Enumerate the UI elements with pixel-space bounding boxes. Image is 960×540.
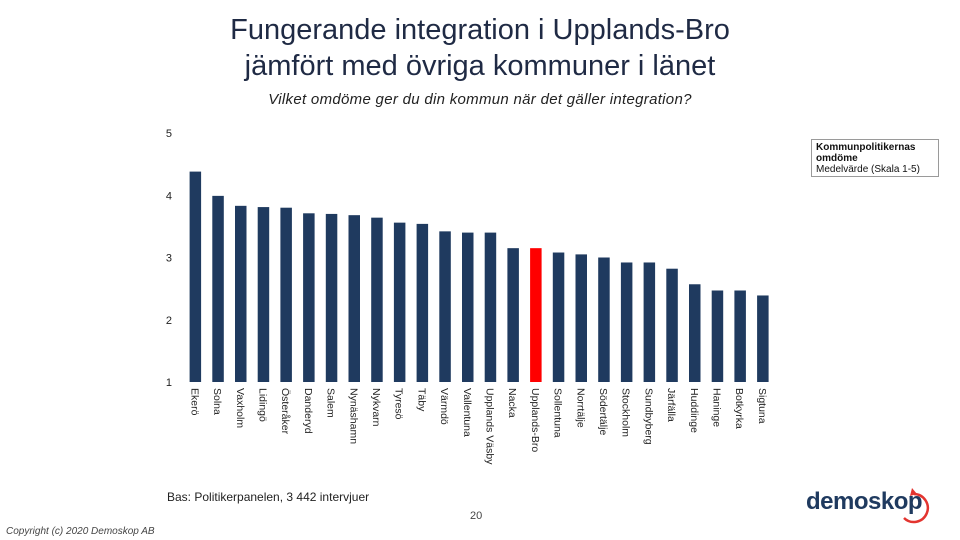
category-label: Värmdö	[438, 388, 450, 425]
category-label: Nynäshamn	[347, 388, 359, 444]
demoskop-logo: demoskop	[806, 488, 923, 516]
bar	[348, 215, 360, 382]
category-label: Upplands Väsby	[483, 388, 495, 465]
base-note: Bas: Politikerpanelen, 3 442 intervjuer	[167, 490, 370, 504]
bar	[734, 290, 746, 382]
category-label: Österåker	[279, 388, 291, 435]
bar	[575, 254, 587, 382]
logo-text: demoskop	[806, 488, 923, 515]
y-tick-label: 1	[166, 377, 172, 389]
category-label: Vaxholm	[234, 388, 246, 428]
category-label: Stockholm	[620, 388, 632, 437]
logo-arc-icon	[903, 488, 930, 524]
category-label: Lidingö	[256, 388, 268, 422]
category-label: Huddinge	[688, 388, 700, 433]
category-label: Sigtuna	[756, 388, 768, 424]
bar	[280, 207, 292, 382]
chart-question: Vilket omdöme ger du din kommun när det …	[268, 91, 692, 108]
bar	[303, 213, 315, 382]
legend-title: Kommunpolitikernas omdöme	[816, 142, 916, 164]
bar	[235, 205, 247, 382]
bar	[552, 252, 565, 382]
category-label: Botkyrka	[733, 388, 745, 429]
category-label: Sollentuna	[552, 388, 564, 438]
category-label: Danderyd	[302, 388, 314, 434]
page-number: 20	[470, 510, 483, 522]
bar	[620, 262, 633, 382]
copyright-text: Copyright (c) 2020 Demoskop AB	[6, 526, 155, 537]
category-label: Sundbyberg	[642, 388, 654, 445]
title-line-2: jämfört med övriga kommuner i länet	[244, 50, 716, 82]
bar	[393, 222, 406, 382]
bar	[666, 268, 678, 382]
category-label: Järfälla	[665, 388, 677, 422]
bar	[257, 207, 270, 382]
category-label: Södertälje	[597, 388, 609, 435]
bar	[711, 290, 724, 382]
category-label: Täby	[415, 388, 427, 412]
title-line-1: Fungerande integration i Upplands-Bro	[230, 14, 730, 46]
legend-subtitle: Medelvärde (Skala 1-5)	[816, 164, 920, 175]
bar	[416, 223, 429, 382]
bar	[598, 257, 610, 382]
category-label: Norrtälje	[574, 388, 586, 428]
y-tick-label: 2	[166, 315, 172, 327]
category-label: Salem	[325, 388, 337, 418]
category-label: Haninge	[710, 388, 722, 427]
bar	[439, 231, 451, 382]
bar	[507, 248, 519, 382]
bar	[757, 295, 769, 382]
bar	[484, 232, 497, 382]
bar	[189, 171, 202, 382]
bar	[530, 248, 542, 382]
category-label: Vallentuna	[461, 388, 473, 437]
category-label: Upplands-Bro	[529, 388, 541, 452]
bar	[212, 195, 224, 382]
bar	[643, 262, 656, 382]
category-label: Nacka	[506, 388, 518, 418]
category-label: Tyresö	[393, 388, 405, 420]
category-label: Solna	[211, 388, 223, 415]
bar	[462, 232, 474, 382]
y-tick-label: 4	[166, 190, 172, 202]
slide-title: Fungerande integration i Upplands-Bro jä…	[0, 12, 960, 84]
bar	[689, 284, 701, 382]
category-label: Ekerö	[188, 388, 200, 416]
bar	[371, 217, 383, 382]
bar	[325, 213, 338, 382]
category-label: Nykvarn	[370, 388, 382, 427]
y-tick-label: 3	[166, 253, 172, 265]
y-tick-label: 5	[166, 128, 172, 140]
chart-legend: Kommunpolitikernas omdöme Medelvärde (Sk…	[811, 139, 939, 177]
